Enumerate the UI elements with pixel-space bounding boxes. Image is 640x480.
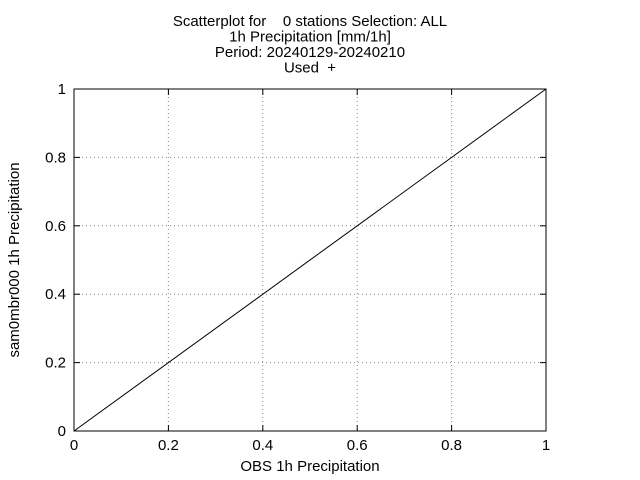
title-line-3: Period: 20240129-20240210 — [215, 44, 405, 61]
x-tick-label: 0 — [70, 437, 78, 454]
title-line-2: 1h Precipitation [mm/1h] — [229, 29, 391, 46]
reference-line — [73, 88, 547, 432]
x-tick-label: 0.8 — [441, 437, 462, 454]
x-axis-label: OBS 1h Precipitation — [240, 458, 379, 475]
plot-frame — [73, 88, 547, 432]
y-tick-label: 0.2 — [45, 355, 66, 372]
chart-title: Scatterplot for 0 stations Selection: AL… — [173, 13, 447, 77]
y-tick-label: 0.6 — [45, 218, 66, 235]
reference-line-group — [73, 88, 547, 432]
title-line-4: Used + — [284, 60, 336, 77]
x-tick-label: 0.6 — [347, 437, 368, 454]
x-tick-label: 1 — [542, 437, 550, 454]
y-axis-label: sam0mbr000 1h Precipitation — [6, 162, 23, 357]
y-tick-label: 0.8 — [45, 149, 66, 166]
x-tick-label: 0.4 — [252, 437, 273, 454]
axis-ticks: 0 0.2 0.4 0.6 0.8 1 0 0.2 0.4 0.6 0.8 1 — [45, 81, 550, 454]
y-tick-label: 1 — [58, 81, 66, 98]
y-tick-label: 0.4 — [45, 286, 66, 303]
title-line-1: Scatterplot for 0 stations Selection: AL… — [173, 13, 447, 30]
grid-lines — [74, 89, 546, 431]
x-tick-label: 0.2 — [158, 437, 179, 454]
y-tick-label: 0 — [58, 423, 66, 440]
